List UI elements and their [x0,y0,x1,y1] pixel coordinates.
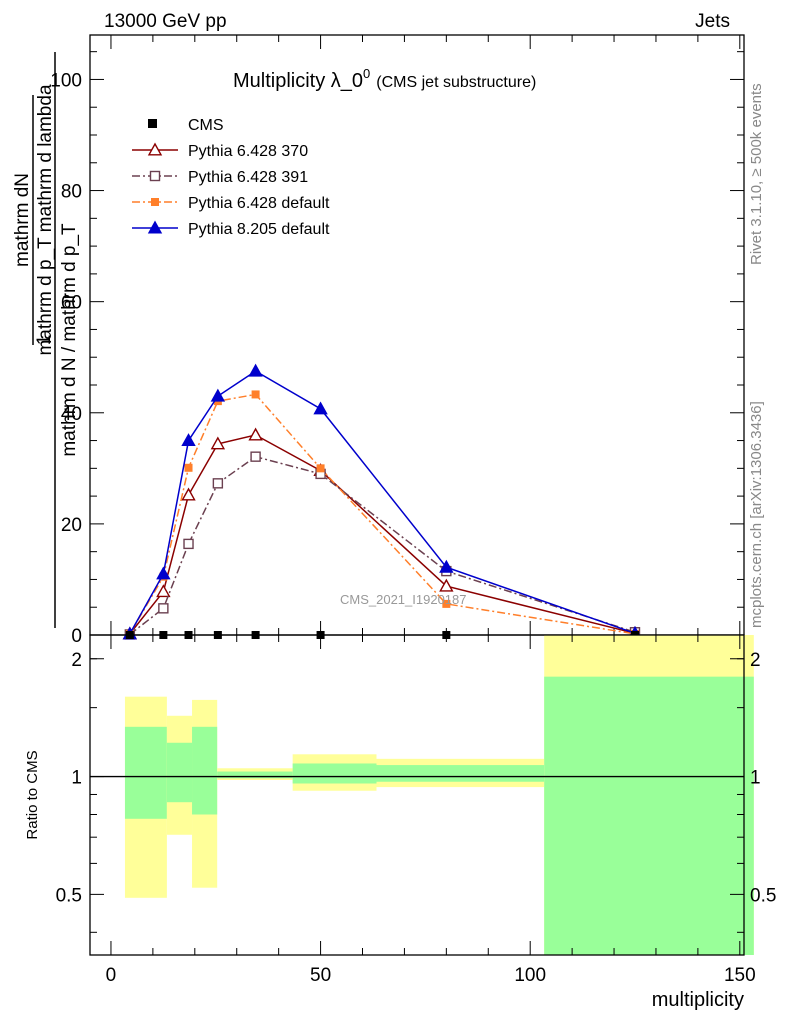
x-axis-label: multiplicity [652,989,744,1011]
series-point-0 [210,436,226,450]
category-label: Jets [695,11,730,32]
series-point-3 [248,363,263,377]
legend-marker-1 [149,170,161,182]
series-point-0 [248,427,263,441]
ratio-ytick-label-right: 1 [750,768,761,789]
chart-title-main: Multiplicity λ_0 [233,70,363,92]
series-point-1 [158,603,169,614]
series-point-3 [181,433,196,447]
collision-label: 13000 GeV pp [104,11,227,32]
series-line-2 [129,393,636,635]
legend-label-1: Pythia 6.428 391 [188,169,308,186]
ratio-y-axis-label: Ratio to CMS [24,750,41,839]
series-point-3 [439,559,454,573]
x-tick-label: 100 [514,965,546,986]
y-tick-label: 80 [61,182,82,203]
series-point-3 [210,388,226,402]
series-point-1 [250,451,261,462]
ratio-band-green-4 [292,763,377,784]
ratio-band-green-0 [124,726,167,819]
watermark-label: CMS_2021_I1920187 [340,592,467,607]
series-point-1 [212,478,224,489]
ratio-ytick-label-right: 0.5 [750,885,776,906]
legend-label-cms: CMS [188,117,224,134]
series-point-0 [156,584,171,598]
legend-label-0: Pythia 6.428 370 [188,143,308,160]
ratio-band-green-2 [192,726,218,815]
main-y-axis-label-inner: mathrm dN mathrm d p_T mathrm d lambda [12,84,56,355]
y-tick-label: 20 [61,515,82,536]
legend: CMS Pythia 6.428 370 Pythia 6.428 391 Pythi… [132,117,330,238]
ratio-ytick-label-right: 2 [750,650,761,671]
series-point-2 [184,463,193,472]
series-line-1 [129,455,636,636]
y-tick-label: 0 [71,626,82,647]
ratio-band-green-1 [166,742,193,803]
y-label-num: mathrm dN [12,173,33,267]
chart-title: Multiplicity λ_00 (CMS jet substructure) [233,66,536,92]
main-y-axis-label: 1 mathrm d N / mathrm d p_T [34,52,80,628]
series-point-1 [183,538,194,550]
side-text-mcplots: mcplots.cern.ch [arXiv:1306.3436] [748,401,765,628]
chart-title-sup: 0 [363,66,370,81]
ratio-band-green-3 [217,771,293,779]
y-tick-label: 100 [50,70,82,91]
series-point-0 [439,578,454,592]
legend-marker-cms [148,119,157,128]
series-point-3 [313,401,328,415]
x-tick-label: 0 [106,965,117,986]
chart-title-sub: (CMS jet substructure) [376,74,536,91]
legend-label-2: Pythia 6.428 default [188,195,330,212]
ratio-ytick-label: 0.5 [56,885,82,906]
series-point-2 [316,464,325,473]
series-point-2 [442,599,451,608]
ratio-band-green-6 [544,676,754,955]
x-tick-label: 150 [724,965,756,986]
y-tick-label: 60 [61,293,82,314]
y-label-fraction-den: mathrm d N / mathrm d p_T [59,223,80,457]
ratio-panel: 0.5 0.5 1 1 2 2 0 50 100 150 [56,634,776,986]
legend-marker-3 [147,220,163,234]
ratio-frame [89,634,745,956]
side-text-rivet: Rivet 3.1.10, ≥ 500k events [748,83,765,265]
series-point-0 [181,487,196,501]
x-tick-label: 50 [310,965,331,986]
legend-marker-2 [151,198,159,206]
series-line-3 [129,370,636,635]
legend-label-3: Pythia 8.205 default [188,221,330,238]
y-tick-label: 40 [61,404,82,425]
legend-marker-0 [147,142,163,156]
ratio-ytick-label: 2 [71,650,82,671]
ratio-band-green-5 [376,765,545,782]
series-point-2 [251,390,260,399]
ratio-ytick-label: 1 [71,768,82,789]
y-label-den: mathrm d p_T mathrm d lambda [35,84,56,355]
series-point-3 [156,566,171,580]
y-label-fraction-num: 1 [34,335,55,346]
